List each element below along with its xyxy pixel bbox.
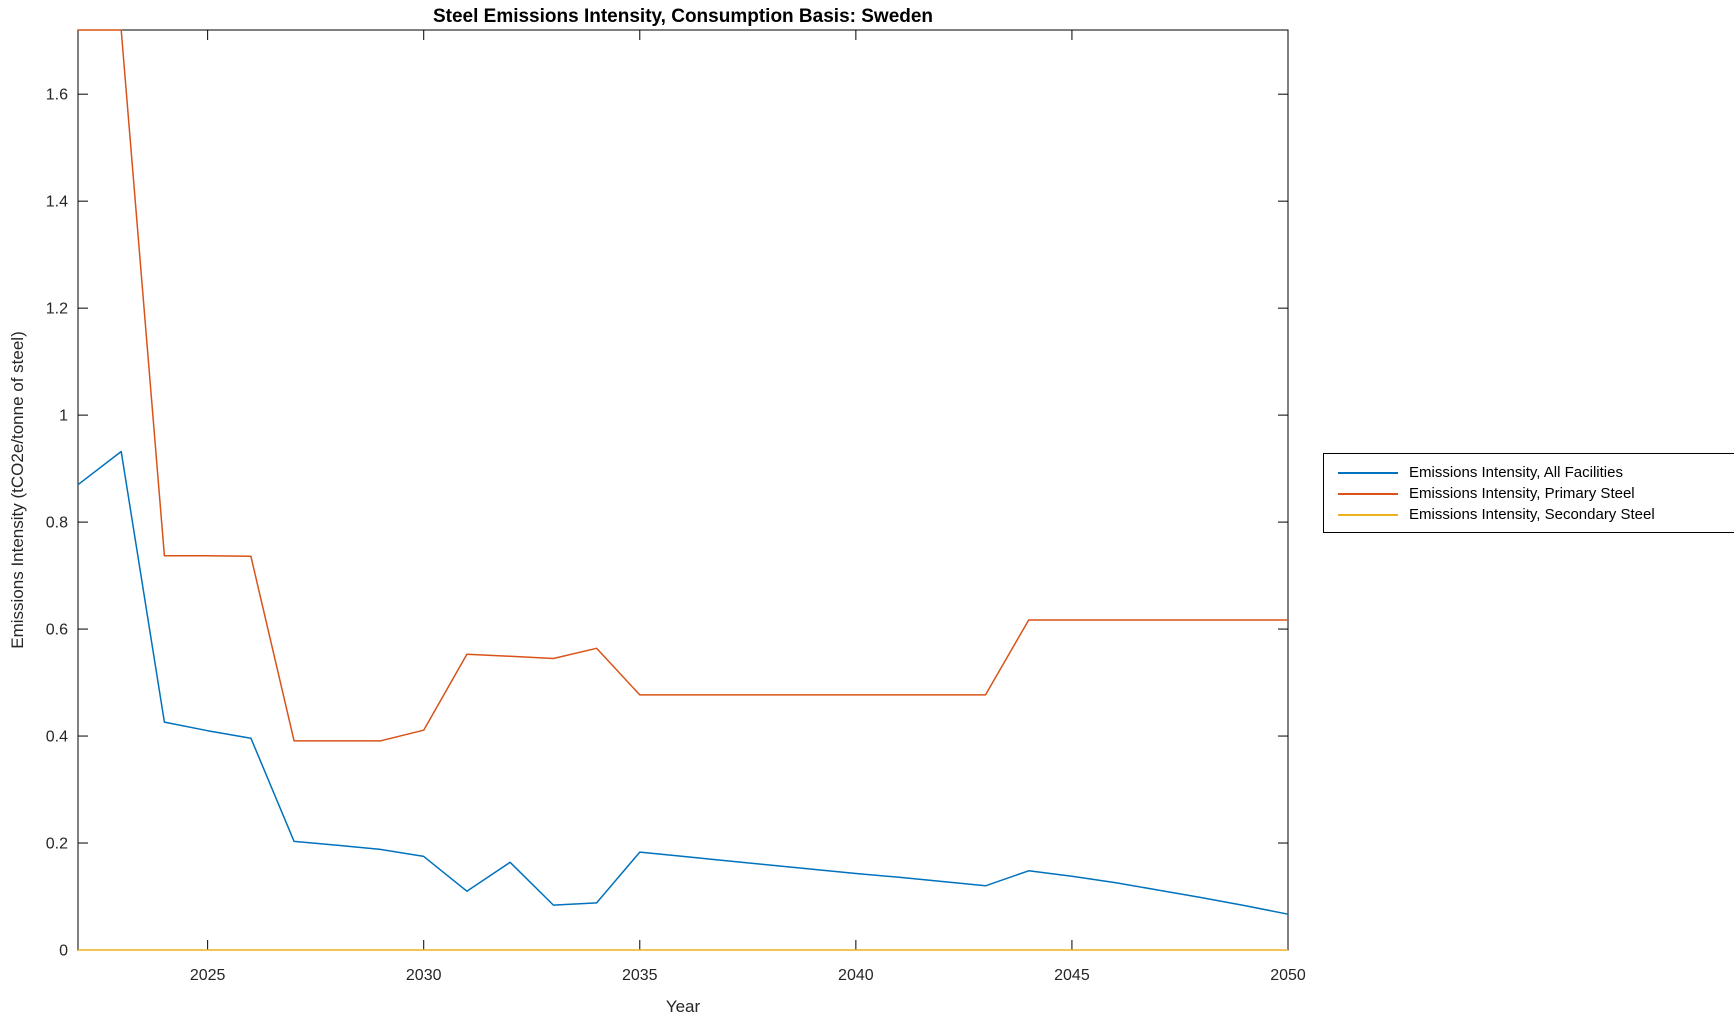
y-tick-label: 1 <box>59 408 68 425</box>
y-tick-label: 0 <box>59 943 68 960</box>
y-axis-label: Emissions Intensity (tCO2e/tonne of stee… <box>8 331 27 649</box>
x-tick-label: 2030 <box>406 967 442 984</box>
legend-label: Emissions Intensity, Primary Steel <box>1409 485 1635 502</box>
legend: Emissions Intensity, All Facilities Emis… <box>1323 453 1734 533</box>
chart-title: Steel Emissions Intensity, Consumption B… <box>432 6 934 27</box>
x-tick-label: 2040 <box>838 967 874 984</box>
legend-line-sample-primary-steel <box>1338 492 1398 495</box>
series-line-1 <box>78 29 1288 742</box>
x-tick-label: 2025 <box>190 967 226 984</box>
y-tick-label: 1.6 <box>46 87 68 104</box>
y-tick-label: 1.4 <box>46 194 68 211</box>
y-tick-label: 0.8 <box>46 515 68 532</box>
legend-line-sample-secondary-steel <box>1338 513 1398 516</box>
legend-line-sample-all-facilities <box>1338 471 1398 474</box>
x-tick-label: 2035 <box>622 967 658 984</box>
y-tick-label: 0.4 <box>46 729 68 746</box>
y-tick-label: 0.2 <box>46 836 68 853</box>
legend-label: Emissions Intensity, Secondary Steel <box>1409 506 1655 523</box>
x-tick-label: 2050 <box>1270 967 1306 984</box>
legend-entry: Emissions Intensity, Secondary Steel <box>1338 504 1730 525</box>
y-tick-label: 0.6 <box>46 622 68 639</box>
x-axis-label: Year <box>665 997 701 1016</box>
legend-label: Emissions Intensity, All Facilities <box>1409 464 1623 481</box>
y-tick-label: 1.2 <box>46 301 68 318</box>
axes-box <box>77 29 1289 951</box>
x-tick-label: 2045 <box>1054 967 1090 984</box>
legend-entry: Emissions Intensity, All Facilities <box>1338 462 1730 483</box>
series-line-0 <box>77 450 1289 915</box>
legend-entry: Emissions Intensity, Primary Steel <box>1338 483 1730 504</box>
